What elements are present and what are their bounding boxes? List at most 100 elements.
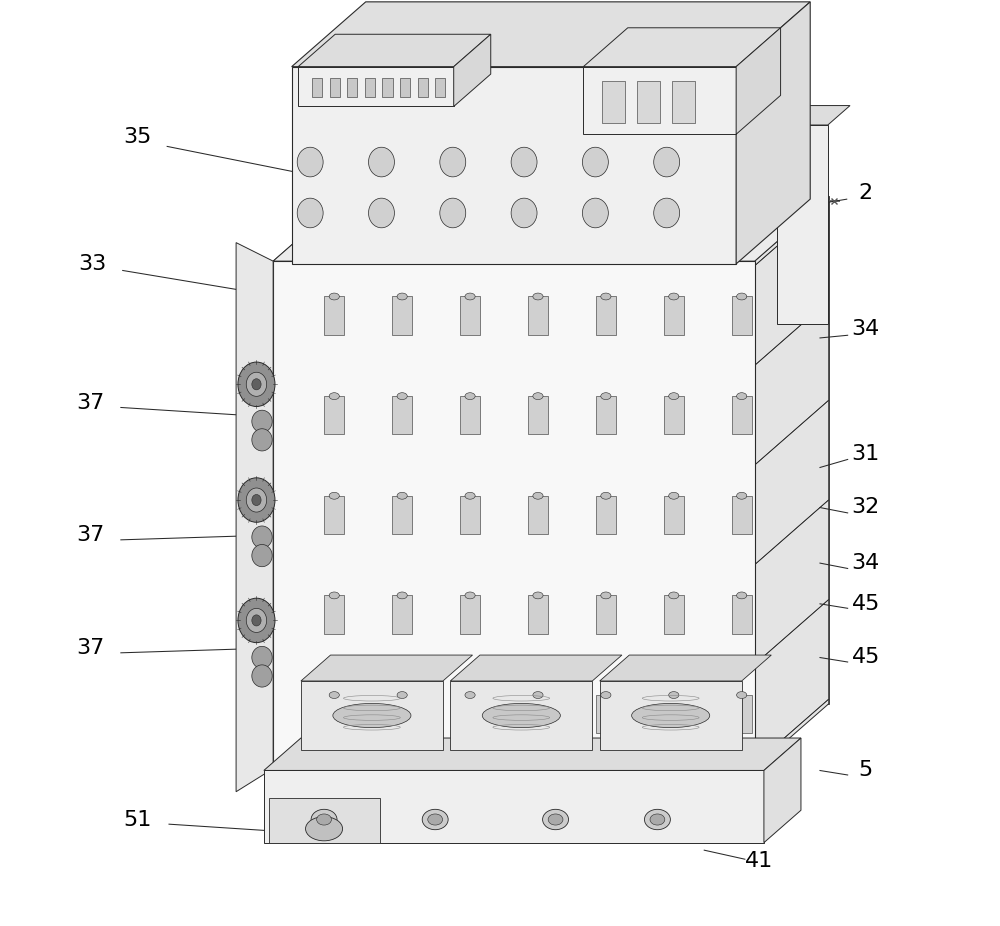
Polygon shape xyxy=(732,695,752,733)
Polygon shape xyxy=(264,738,801,770)
Polygon shape xyxy=(330,78,340,97)
Ellipse shape xyxy=(329,493,339,499)
Ellipse shape xyxy=(246,372,267,396)
Ellipse shape xyxy=(440,198,466,228)
Ellipse shape xyxy=(397,592,407,599)
Text: 1: 1 xyxy=(752,48,766,69)
Polygon shape xyxy=(600,681,742,750)
Ellipse shape xyxy=(252,665,272,687)
Text: 5: 5 xyxy=(859,760,873,781)
Ellipse shape xyxy=(252,544,272,567)
Polygon shape xyxy=(236,243,273,792)
Ellipse shape xyxy=(397,293,407,300)
Polygon shape xyxy=(460,396,480,434)
Polygon shape xyxy=(273,196,829,261)
Ellipse shape xyxy=(465,493,475,499)
Polygon shape xyxy=(672,81,695,123)
Polygon shape xyxy=(732,396,752,434)
Ellipse shape xyxy=(311,809,337,830)
Ellipse shape xyxy=(397,393,407,399)
Ellipse shape xyxy=(533,692,543,698)
Ellipse shape xyxy=(428,814,443,825)
Ellipse shape xyxy=(465,393,475,399)
Polygon shape xyxy=(528,595,548,633)
Ellipse shape xyxy=(252,646,272,669)
Polygon shape xyxy=(392,695,412,733)
Polygon shape xyxy=(301,681,443,750)
Polygon shape xyxy=(324,495,344,534)
Polygon shape xyxy=(596,595,616,633)
Text: 51: 51 xyxy=(123,809,151,830)
Text: 45: 45 xyxy=(852,594,880,614)
Polygon shape xyxy=(736,2,810,264)
Polygon shape xyxy=(637,81,660,123)
Polygon shape xyxy=(596,396,616,434)
Ellipse shape xyxy=(329,393,339,399)
Polygon shape xyxy=(528,695,548,733)
Ellipse shape xyxy=(650,814,665,825)
Ellipse shape xyxy=(333,704,411,728)
Polygon shape xyxy=(583,28,781,67)
Ellipse shape xyxy=(252,526,272,548)
Ellipse shape xyxy=(306,817,343,841)
Ellipse shape xyxy=(737,393,747,399)
Ellipse shape xyxy=(329,692,339,698)
Polygon shape xyxy=(324,396,344,434)
Polygon shape xyxy=(450,655,622,681)
Ellipse shape xyxy=(654,147,680,177)
Polygon shape xyxy=(777,125,828,324)
Ellipse shape xyxy=(654,198,680,228)
Polygon shape xyxy=(347,78,357,97)
Polygon shape xyxy=(736,28,781,134)
Polygon shape xyxy=(600,655,771,681)
Polygon shape xyxy=(460,296,480,334)
Polygon shape xyxy=(312,78,322,97)
Polygon shape xyxy=(777,106,850,125)
Text: 11: 11 xyxy=(338,43,366,63)
Ellipse shape xyxy=(601,493,611,499)
Polygon shape xyxy=(324,296,344,334)
Ellipse shape xyxy=(246,608,267,632)
Text: 33: 33 xyxy=(78,254,107,274)
Polygon shape xyxy=(764,738,801,843)
Ellipse shape xyxy=(533,493,543,499)
Polygon shape xyxy=(732,495,752,534)
Ellipse shape xyxy=(246,488,267,512)
Ellipse shape xyxy=(465,293,475,300)
Ellipse shape xyxy=(329,293,339,300)
Ellipse shape xyxy=(601,692,611,698)
Ellipse shape xyxy=(252,615,261,626)
Polygon shape xyxy=(528,495,548,534)
Text: 37: 37 xyxy=(77,393,105,413)
Polygon shape xyxy=(418,78,428,97)
Ellipse shape xyxy=(422,809,448,830)
Polygon shape xyxy=(298,67,454,106)
Polygon shape xyxy=(664,595,684,633)
Ellipse shape xyxy=(329,592,339,599)
Polygon shape xyxy=(450,681,592,750)
Ellipse shape xyxy=(317,814,331,825)
Ellipse shape xyxy=(601,393,611,399)
Ellipse shape xyxy=(737,592,747,599)
Ellipse shape xyxy=(397,692,407,698)
Polygon shape xyxy=(454,34,491,106)
Polygon shape xyxy=(528,396,548,434)
Ellipse shape xyxy=(511,198,537,228)
Ellipse shape xyxy=(737,293,747,300)
Ellipse shape xyxy=(601,592,611,599)
Ellipse shape xyxy=(297,147,323,177)
Polygon shape xyxy=(273,261,755,769)
Ellipse shape xyxy=(440,147,466,177)
Ellipse shape xyxy=(737,692,747,698)
Ellipse shape xyxy=(669,393,679,399)
Polygon shape xyxy=(324,595,344,633)
Ellipse shape xyxy=(252,429,272,451)
Ellipse shape xyxy=(632,704,710,728)
Polygon shape xyxy=(273,196,347,769)
Text: 37: 37 xyxy=(77,638,105,658)
Polygon shape xyxy=(392,495,412,534)
Text: 37: 37 xyxy=(77,525,105,545)
Ellipse shape xyxy=(669,692,679,698)
Ellipse shape xyxy=(465,692,475,698)
Ellipse shape xyxy=(511,147,537,177)
